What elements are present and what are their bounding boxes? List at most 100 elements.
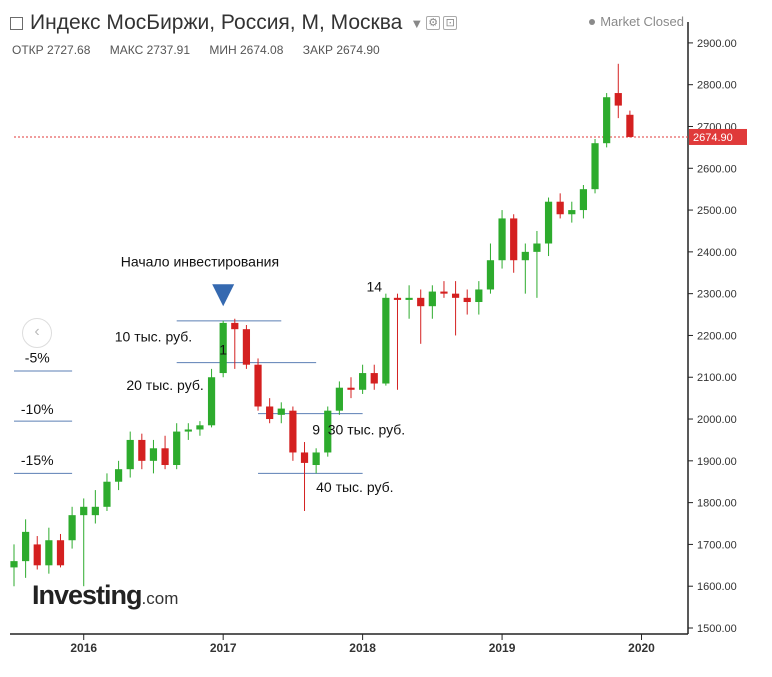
candle-label-1: 1 bbox=[219, 341, 227, 357]
candle-body bbox=[22, 531, 30, 562]
candle-body bbox=[300, 452, 309, 463]
chart-header: Индекс МосБиржи, Россия, М, Москва ▼ ⚙ ⊡ bbox=[10, 9, 458, 37]
settings-button[interactable]: ⚙ bbox=[426, 16, 441, 30]
instrument-title[interactable]: Индекс МосБиржи, Россия, М, Москва bbox=[30, 11, 403, 34]
ohlc-close: ЗАКР 2674.90 bbox=[302, 43, 380, 57]
candle-body bbox=[440, 291, 448, 294]
ohlc-low: МИН 2674.08 bbox=[209, 43, 284, 57]
x-tick-label: 2017 bbox=[210, 641, 237, 655]
ohlc-open: ОТКР 2727.68 bbox=[12, 43, 91, 57]
candle-body bbox=[370, 373, 378, 384]
candle-body bbox=[242, 329, 251, 365]
candle-body bbox=[10, 561, 18, 568]
y-tick-label: 2100.00 bbox=[697, 372, 737, 384]
logo-wordmark: Investing bbox=[32, 580, 143, 610]
candle-body bbox=[428, 291, 436, 307]
candle-body bbox=[103, 481, 111, 507]
candle-body bbox=[603, 97, 611, 144]
candle-body bbox=[591, 143, 599, 190]
amount-30k-label: 30 тыс. руб. bbox=[328, 421, 405, 437]
candle-body bbox=[498, 218, 506, 261]
fullscreen-button[interactable]: ⊡ bbox=[443, 16, 458, 30]
ohlc-readout: ОТКР 2727.68 МАКС 2737.91 МИН 2674.08 ЗА… bbox=[12, 43, 396, 57]
candle-body bbox=[91, 506, 99, 516]
start-investing-label: Начало инвестирования bbox=[121, 253, 279, 269]
candle-body bbox=[68, 515, 76, 541]
candle-body bbox=[231, 322, 239, 330]
candle-body bbox=[138, 439, 146, 461]
candle-body bbox=[56, 540, 65, 566]
y-tick-label: 2500.00 bbox=[697, 205, 737, 217]
pct-5-label: -5% bbox=[25, 350, 50, 366]
logo-suffix: .com bbox=[141, 589, 179, 608]
y-tick-label: 1500.00 bbox=[697, 623, 737, 635]
y-tick-label: 2800.00 bbox=[697, 80, 737, 92]
header-bullet bbox=[10, 16, 23, 30]
expand-icon: ⊡ bbox=[445, 17, 455, 29]
candle-body bbox=[359, 373, 367, 390]
candle-body bbox=[219, 322, 227, 374]
pct-15-label: -15% bbox=[21, 452, 54, 468]
candle-body bbox=[45, 540, 53, 566]
candle-body bbox=[463, 297, 471, 303]
candle-body bbox=[114, 469, 123, 482]
amount-10k-label: 10 тыс. руб. bbox=[115, 329, 192, 345]
ohlc-high: МАКС 2737.91 bbox=[109, 43, 191, 57]
candle-body bbox=[614, 93, 622, 106]
y-tick-label: 2600.00 bbox=[697, 163, 737, 175]
y-tick-label: 2300.00 bbox=[697, 289, 737, 301]
market-status: Market Closed bbox=[589, 14, 684, 29]
x-tick-label: 2016 bbox=[70, 641, 97, 655]
candle-body bbox=[579, 189, 588, 211]
amount-40k-label: 40 тыс. руб. bbox=[316, 479, 393, 495]
gear-icon: ⚙ bbox=[428, 17, 439, 29]
candle-body bbox=[289, 410, 297, 453]
candle-body bbox=[126, 439, 134, 470]
candle-body bbox=[556, 201, 564, 215]
candle-body bbox=[347, 387, 355, 390]
candle-body bbox=[626, 114, 634, 137]
investing-logo: Investing .com bbox=[32, 580, 178, 611]
candle-body bbox=[277, 408, 285, 415]
y-tick-label: 2900.00 bbox=[697, 38, 737, 50]
candle-label-9: 9 bbox=[312, 421, 320, 437]
candle-body bbox=[544, 201, 553, 244]
candle-body bbox=[173, 431, 181, 466]
x-tick-label: 2019 bbox=[489, 641, 516, 655]
candle-body bbox=[312, 452, 320, 466]
candle-body bbox=[184, 429, 192, 432]
status-dot-icon bbox=[589, 18, 596, 25]
x-tick-label: 2018 bbox=[349, 641, 376, 655]
y-tick-label: 1800.00 bbox=[697, 498, 737, 510]
candle-body bbox=[149, 448, 158, 461]
amount-20k-label: 20 тыс. руб. bbox=[126, 377, 203, 393]
candle-body bbox=[533, 243, 541, 252]
candle-body bbox=[266, 406, 274, 420]
candle-body bbox=[405, 297, 413, 300]
candle-body bbox=[382, 297, 390, 384]
candle-body bbox=[161, 448, 169, 466]
candle-body bbox=[33, 544, 41, 566]
y-tick-label: 1700.00 bbox=[697, 539, 737, 551]
candle-label-14: 14 bbox=[366, 279, 382, 295]
chevron-down-icon[interactable]: ▼ bbox=[410, 15, 424, 31]
y-tick-label: 2200.00 bbox=[697, 330, 737, 342]
current-price-badge bbox=[689, 128, 747, 145]
candle-body bbox=[207, 377, 216, 426]
chevron-left-icon[interactable]: ‹ bbox=[22, 318, 52, 348]
entry-marker-triangle bbox=[212, 284, 235, 307]
candle-body bbox=[521, 251, 529, 261]
pct-10-label: -10% bbox=[21, 401, 54, 417]
y-tick-label: 1900.00 bbox=[697, 456, 737, 468]
candle-body bbox=[254, 364, 262, 407]
candle-body bbox=[324, 410, 332, 453]
candle-body bbox=[196, 425, 204, 430]
candle-body bbox=[335, 387, 343, 411]
candle-body bbox=[475, 289, 483, 303]
current-price-label: 2674.90 bbox=[693, 132, 733, 144]
market-status-label: Market Closed bbox=[600, 14, 684, 29]
y-tick-label: 1600.00 bbox=[697, 581, 737, 593]
candle-body bbox=[510, 218, 518, 261]
